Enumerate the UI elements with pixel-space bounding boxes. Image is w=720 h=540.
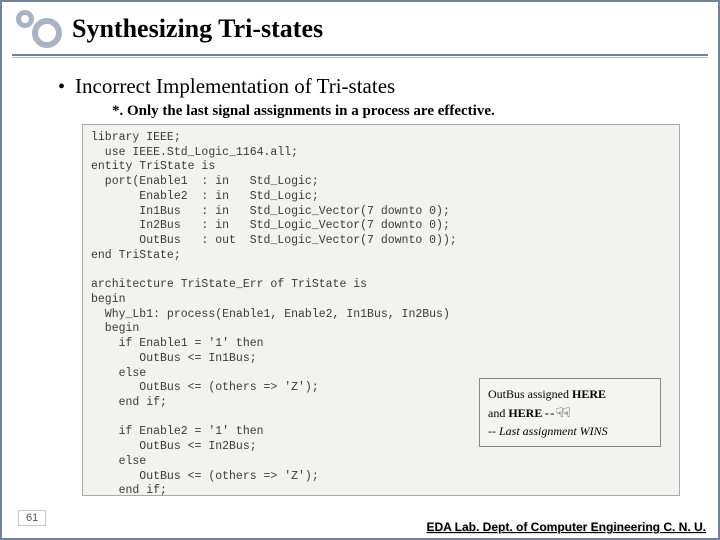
ann-text: OutBus assigned	[488, 387, 572, 401]
gears-icon	[10, 8, 66, 50]
annotation-line-1: OutBus assigned HERE	[488, 385, 652, 403]
code-figure: library IEEE; use IEEE.Std_Logic_1164.al…	[82, 124, 680, 496]
annotation-line-2: and HERE - - ☟☟	[488, 403, 652, 423]
ann-here-2: HERE	[508, 406, 542, 420]
gear-small-icon	[16, 10, 34, 28]
ann-and: and	[488, 406, 508, 420]
footer-text: EDA Lab. Dept. of Computer Engineering C…	[426, 520, 706, 534]
gear-big-icon	[32, 18, 62, 48]
content-area: • Incorrect Implementation of Tri-states…	[0, 58, 720, 496]
page-number: 61	[18, 510, 46, 526]
ann-here-1: HERE	[572, 387, 606, 401]
annotation-box: OutBus assigned HERE and HERE - - ☟☟ -- …	[479, 378, 661, 448]
pointing-hand-icon: - - ☟☟	[542, 405, 569, 420]
annotation-line-3: -- Last assignment WINS	[488, 422, 652, 440]
